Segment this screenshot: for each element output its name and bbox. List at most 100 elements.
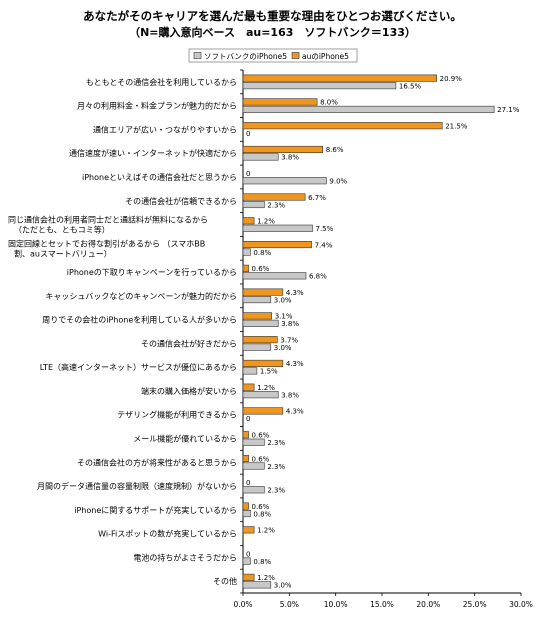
x-tick-label: 0.0% — [233, 600, 252, 609]
bar-softbank — [242, 153, 279, 161]
bar-au — [242, 502, 249, 510]
bar-softbank — [242, 248, 251, 256]
legend-swatch-au — [291, 52, 300, 59]
category-label: その通信会社が好きだから — [141, 338, 237, 348]
category-label: キャッシュバックなどのキャンペーンが魅力的だから — [45, 291, 237, 301]
category-label: その他 — [213, 576, 237, 586]
category-label: その通信会社が信頼できるから — [125, 196, 237, 206]
bar-au — [242, 312, 273, 320]
bar-au — [242, 288, 284, 296]
category-label: iPhoneの下取りキャンペーンを行っているから — [67, 267, 237, 277]
data-label-au: 4.3% — [286, 408, 304, 416]
data-label-au: 4.3% — [286, 289, 304, 297]
data-label-au: 20.9% — [440, 75, 463, 83]
category-label: 電池の持ちがよさそうだから — [133, 552, 237, 562]
bar-au — [242, 431, 249, 439]
bar-au — [242, 454, 249, 463]
data-label-softbank: 27.1% — [497, 106, 520, 114]
x-tick-label: 5.0% — [280, 600, 299, 609]
bar-au — [242, 407, 284, 415]
category-label: LTE（高速インターネット）サービスが優位にあるから — [40, 362, 237, 372]
data-label-softbank: 3.8% — [281, 154, 299, 162]
bar-au — [242, 122, 443, 130]
category-label: 端末の購入価格が安いから — [141, 386, 237, 396]
bar-softbank — [242, 200, 265, 209]
data-label-softbank: 2.3% — [267, 201, 285, 209]
category-label: メール機能が優れているから — [133, 433, 237, 443]
x-tick-label: 30.0% — [509, 600, 533, 609]
data-label-au: 3.7% — [280, 336, 298, 344]
category-label: 周りでその会社のiPhoneを利用している人が多いから — [42, 315, 237, 325]
bar-au — [242, 74, 437, 82]
bar-au — [242, 98, 318, 106]
data-label-softbank: 6.8% — [309, 273, 327, 281]
data-label-softbank: 9.0% — [329, 177, 347, 185]
category-label: iPhoneに関するサポートが充実しているから — [74, 505, 237, 515]
category-label: Wi-Fiスポットの数が充実しているから — [98, 529, 237, 539]
data-label-au: 8.0% — [320, 99, 338, 107]
category-label: iPhoneといえばその通信会社だと思うから — [82, 172, 237, 182]
bar-softbank — [242, 296, 272, 304]
category-label: 固定回線とセットでお得な割引があるから （スマホBB 割、auスマートバリュー） — [8, 238, 205, 258]
bar-softbank — [242, 391, 279, 399]
bar-au — [242, 193, 306, 201]
data-label-softbank: 0.8% — [253, 558, 271, 566]
bar-au — [242, 264, 249, 272]
legend-box — [188, 48, 358, 63]
bar-au — [242, 145, 323, 154]
bar-softbank — [242, 367, 258, 375]
bar-softbank — [242, 438, 265, 446]
data-label-au: 0.6% — [252, 455, 270, 463]
data-label-au: 6.7% — [308, 194, 326, 202]
x-tick-label: 25.0% — [463, 600, 487, 609]
bar-au — [242, 573, 255, 581]
chart-title: あなたがそのキャリアを選んだ最も重要な理由をひとつお選びください。 — [83, 9, 462, 23]
bar-au — [242, 217, 255, 225]
category-label: 月間のデータ通信量の容量制限（速度規制）がないから — [37, 481, 237, 491]
category-label: 通信速度が速い・インターネットが快適だから — [69, 148, 237, 158]
legend-swatch-softbank — [193, 52, 202, 59]
data-label-softbank: 0 — [246, 130, 250, 138]
bar-au — [242, 336, 278, 344]
bar-au — [242, 240, 312, 249]
data-label-softbank: 0.8% — [253, 510, 271, 518]
legend-label-softbank: ソフトバンクのiPhone5 — [204, 52, 287, 61]
category-label: もともとその通信会社を利用しているから — [86, 77, 237, 87]
bar-softbank — [242, 557, 251, 565]
data-label-au: 1.2% — [257, 527, 275, 535]
x-tick-label: 15.0% — [370, 600, 394, 609]
data-label-au: 3.1% — [275, 313, 293, 321]
data-label-au: 0.6% — [252, 265, 270, 273]
data-label-au: 4.3% — [286, 360, 304, 368]
bar-softbank — [242, 105, 495, 113]
bar-au — [242, 526, 255, 534]
data-label-softbank: 2.3% — [267, 439, 285, 447]
x-tick-label: 10.0% — [324, 600, 348, 609]
data-label-au: 0 — [246, 170, 250, 178]
data-label-softbank: 0 — [246, 415, 250, 423]
bar-au — [242, 383, 255, 391]
data-label-softbank: 3.0% — [274, 582, 292, 590]
category-label: 通信エリアが広い・つながりやすいから — [93, 124, 237, 134]
bar-softbank — [242, 509, 251, 518]
data-label-au: 0.6% — [252, 431, 270, 439]
bar-softbank — [242, 319, 279, 327]
data-label-softbank: 3.0% — [274, 344, 292, 352]
bar-softbank — [242, 82, 397, 90]
data-label-softbank: 3.8% — [281, 391, 299, 399]
data-label-au: 7.4% — [315, 241, 333, 249]
bar-softbank — [242, 581, 272, 589]
data-label-softbank: 2.3% — [267, 487, 285, 495]
chart-subtitle: （N=購入意向ベース au=163 ソフトバンク＝133） — [129, 26, 416, 39]
bar-softbank — [242, 343, 272, 351]
bar-softbank — [242, 462, 265, 470]
data-label-softbank: 16.5% — [399, 82, 422, 90]
data-label-softbank: 3.0% — [274, 296, 292, 304]
bar-softbank — [242, 486, 265, 494]
data-label-au: 1.2% — [257, 218, 275, 226]
bar-au — [242, 359, 284, 367]
data-label-softbank: 3.8% — [281, 320, 299, 328]
data-label-au: 21.5% — [445, 122, 468, 130]
data-label-au: 1.2% — [257, 574, 275, 582]
